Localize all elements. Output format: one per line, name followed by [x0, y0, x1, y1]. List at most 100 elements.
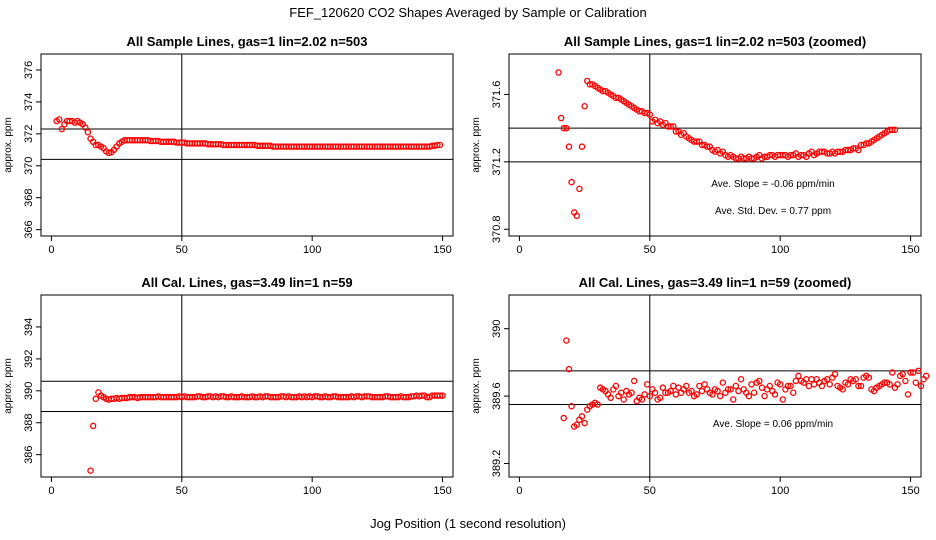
data-point	[730, 396, 737, 403]
data-point	[56, 116, 63, 123]
data-point	[568, 402, 575, 410]
data-point	[565, 365, 573, 373]
data-point	[766, 382, 774, 390]
data-point	[698, 387, 706, 395]
data-point	[805, 382, 813, 390]
data-point	[646, 392, 654, 400]
data-point	[808, 376, 815, 383]
y-tick-label: 371.6	[491, 81, 503, 109]
data-point	[784, 382, 792, 390]
y-axis-label: approx. ppm	[471, 117, 482, 173]
data-point	[82, 124, 89, 131]
data-point	[565, 143, 573, 150]
y-tick-label: 388	[23, 414, 35, 432]
x-axis-caption: Jog Position (1 second resolution)	[370, 516, 566, 531]
data-point	[787, 382, 794, 390]
data-point	[714, 387, 721, 395]
x-tick-label: 100	[771, 244, 789, 256]
x-tick-label: 150	[433, 244, 451, 256]
data-point	[560, 124, 568, 132]
data-point	[630, 377, 638, 385]
plot-frame	[40, 294, 454, 478]
data-point	[560, 414, 568, 422]
data-point	[675, 384, 682, 391]
data-point	[683, 382, 690, 390]
data-point	[826, 381, 833, 388]
data-point	[792, 377, 800, 385]
data-point	[578, 143, 586, 150]
data-point	[84, 128, 92, 136]
y-tick-label: 370	[23, 157, 35, 175]
data-point	[810, 381, 818, 388]
data-point	[638, 396, 646, 403]
x-tick-label: 100	[303, 244, 321, 256]
data-point	[795, 372, 802, 380]
x-tick-label: 150	[433, 485, 451, 497]
x-tick-label: 150	[901, 244, 919, 256]
data-point	[693, 391, 700, 398]
x-tick-label: 0	[516, 485, 522, 497]
x-tick-label: 0	[48, 244, 54, 256]
page-title: FEF_120620 CO2 Shapes Averaged by Sample…	[289, 5, 647, 20]
data-point	[89, 422, 97, 430]
x-tick-label: 100	[771, 485, 789, 497]
y-tick-label: 374	[23, 93, 35, 111]
data-point	[724, 386, 732, 393]
data-point	[672, 128, 680, 135]
data-point	[643, 381, 651, 388]
data-point	[894, 381, 901, 388]
panel-1: All Sample Lines, gas=1 lin=2.02 n=503 ap…	[3, 34, 454, 256]
data-point	[568, 178, 575, 186]
x-tick-label: 50	[644, 244, 656, 256]
y-tick-label: 366	[23, 220, 35, 238]
x-tick-label: 50	[176, 485, 188, 497]
plot-frame	[40, 53, 454, 237]
data-point	[701, 381, 708, 388]
data-point	[750, 389, 758, 396]
y-tick-label: 371.2	[491, 148, 503, 176]
x-tick-label: 100	[303, 485, 321, 497]
data-point	[719, 379, 727, 386]
data-point	[904, 391, 912, 398]
data-point	[92, 395, 100, 403]
y-tick-label: 389.2	[491, 450, 503, 478]
y-tick-label: 372	[23, 125, 35, 143]
data-point	[578, 413, 586, 420]
data-point	[573, 421, 581, 429]
data-point	[761, 392, 768, 400]
data-point	[857, 382, 865, 390]
annotation-text: Ave. Slope = -0.06 ppm/min	[711, 179, 835, 190]
data-point	[818, 382, 826, 390]
data-point	[855, 146, 862, 154]
data-point	[889, 126, 896, 134]
y-axis-label: approx. ppm	[3, 117, 14, 173]
data-point	[693, 138, 700, 145]
data-point	[436, 141, 444, 149]
data-point	[844, 381, 852, 388]
data-point	[891, 126, 899, 134]
data-point	[855, 382, 862, 390]
data-point	[789, 389, 797, 396]
y-tick-label: 370.8	[491, 215, 503, 243]
annotation-text: Ave. Slope = 0.06 ppm/min	[713, 419, 833, 430]
data-point	[899, 370, 906, 378]
x-tick-label: 150	[901, 485, 919, 497]
panel-4: All Cal. Lines, gas=3.49 lin=1 n=59 (zoo…	[471, 275, 930, 497]
plot-frame	[508, 53, 922, 237]
data-point	[688, 387, 695, 395]
x-tick-label: 0	[48, 485, 54, 497]
data-point	[667, 387, 674, 395]
y-tick-label: 392	[23, 350, 35, 368]
y-tick-label: 390	[491, 320, 503, 338]
data-point	[831, 370, 839, 378]
data-point	[696, 382, 703, 390]
data-point	[651, 389, 659, 396]
data-point	[641, 391, 648, 398]
data-point	[557, 114, 565, 122]
x-tick-label: 0	[516, 244, 522, 256]
panel-title: All Cal. Lines, gas=3.49 lin=1 n=59 (zoo…	[579, 275, 852, 290]
annotation-text: Ave. Std. Dev. = 0.77 ppm	[715, 206, 831, 217]
data-point	[902, 377, 909, 385]
data-point	[915, 367, 922, 375]
y-axis-label: approx. ppm	[471, 358, 482, 414]
